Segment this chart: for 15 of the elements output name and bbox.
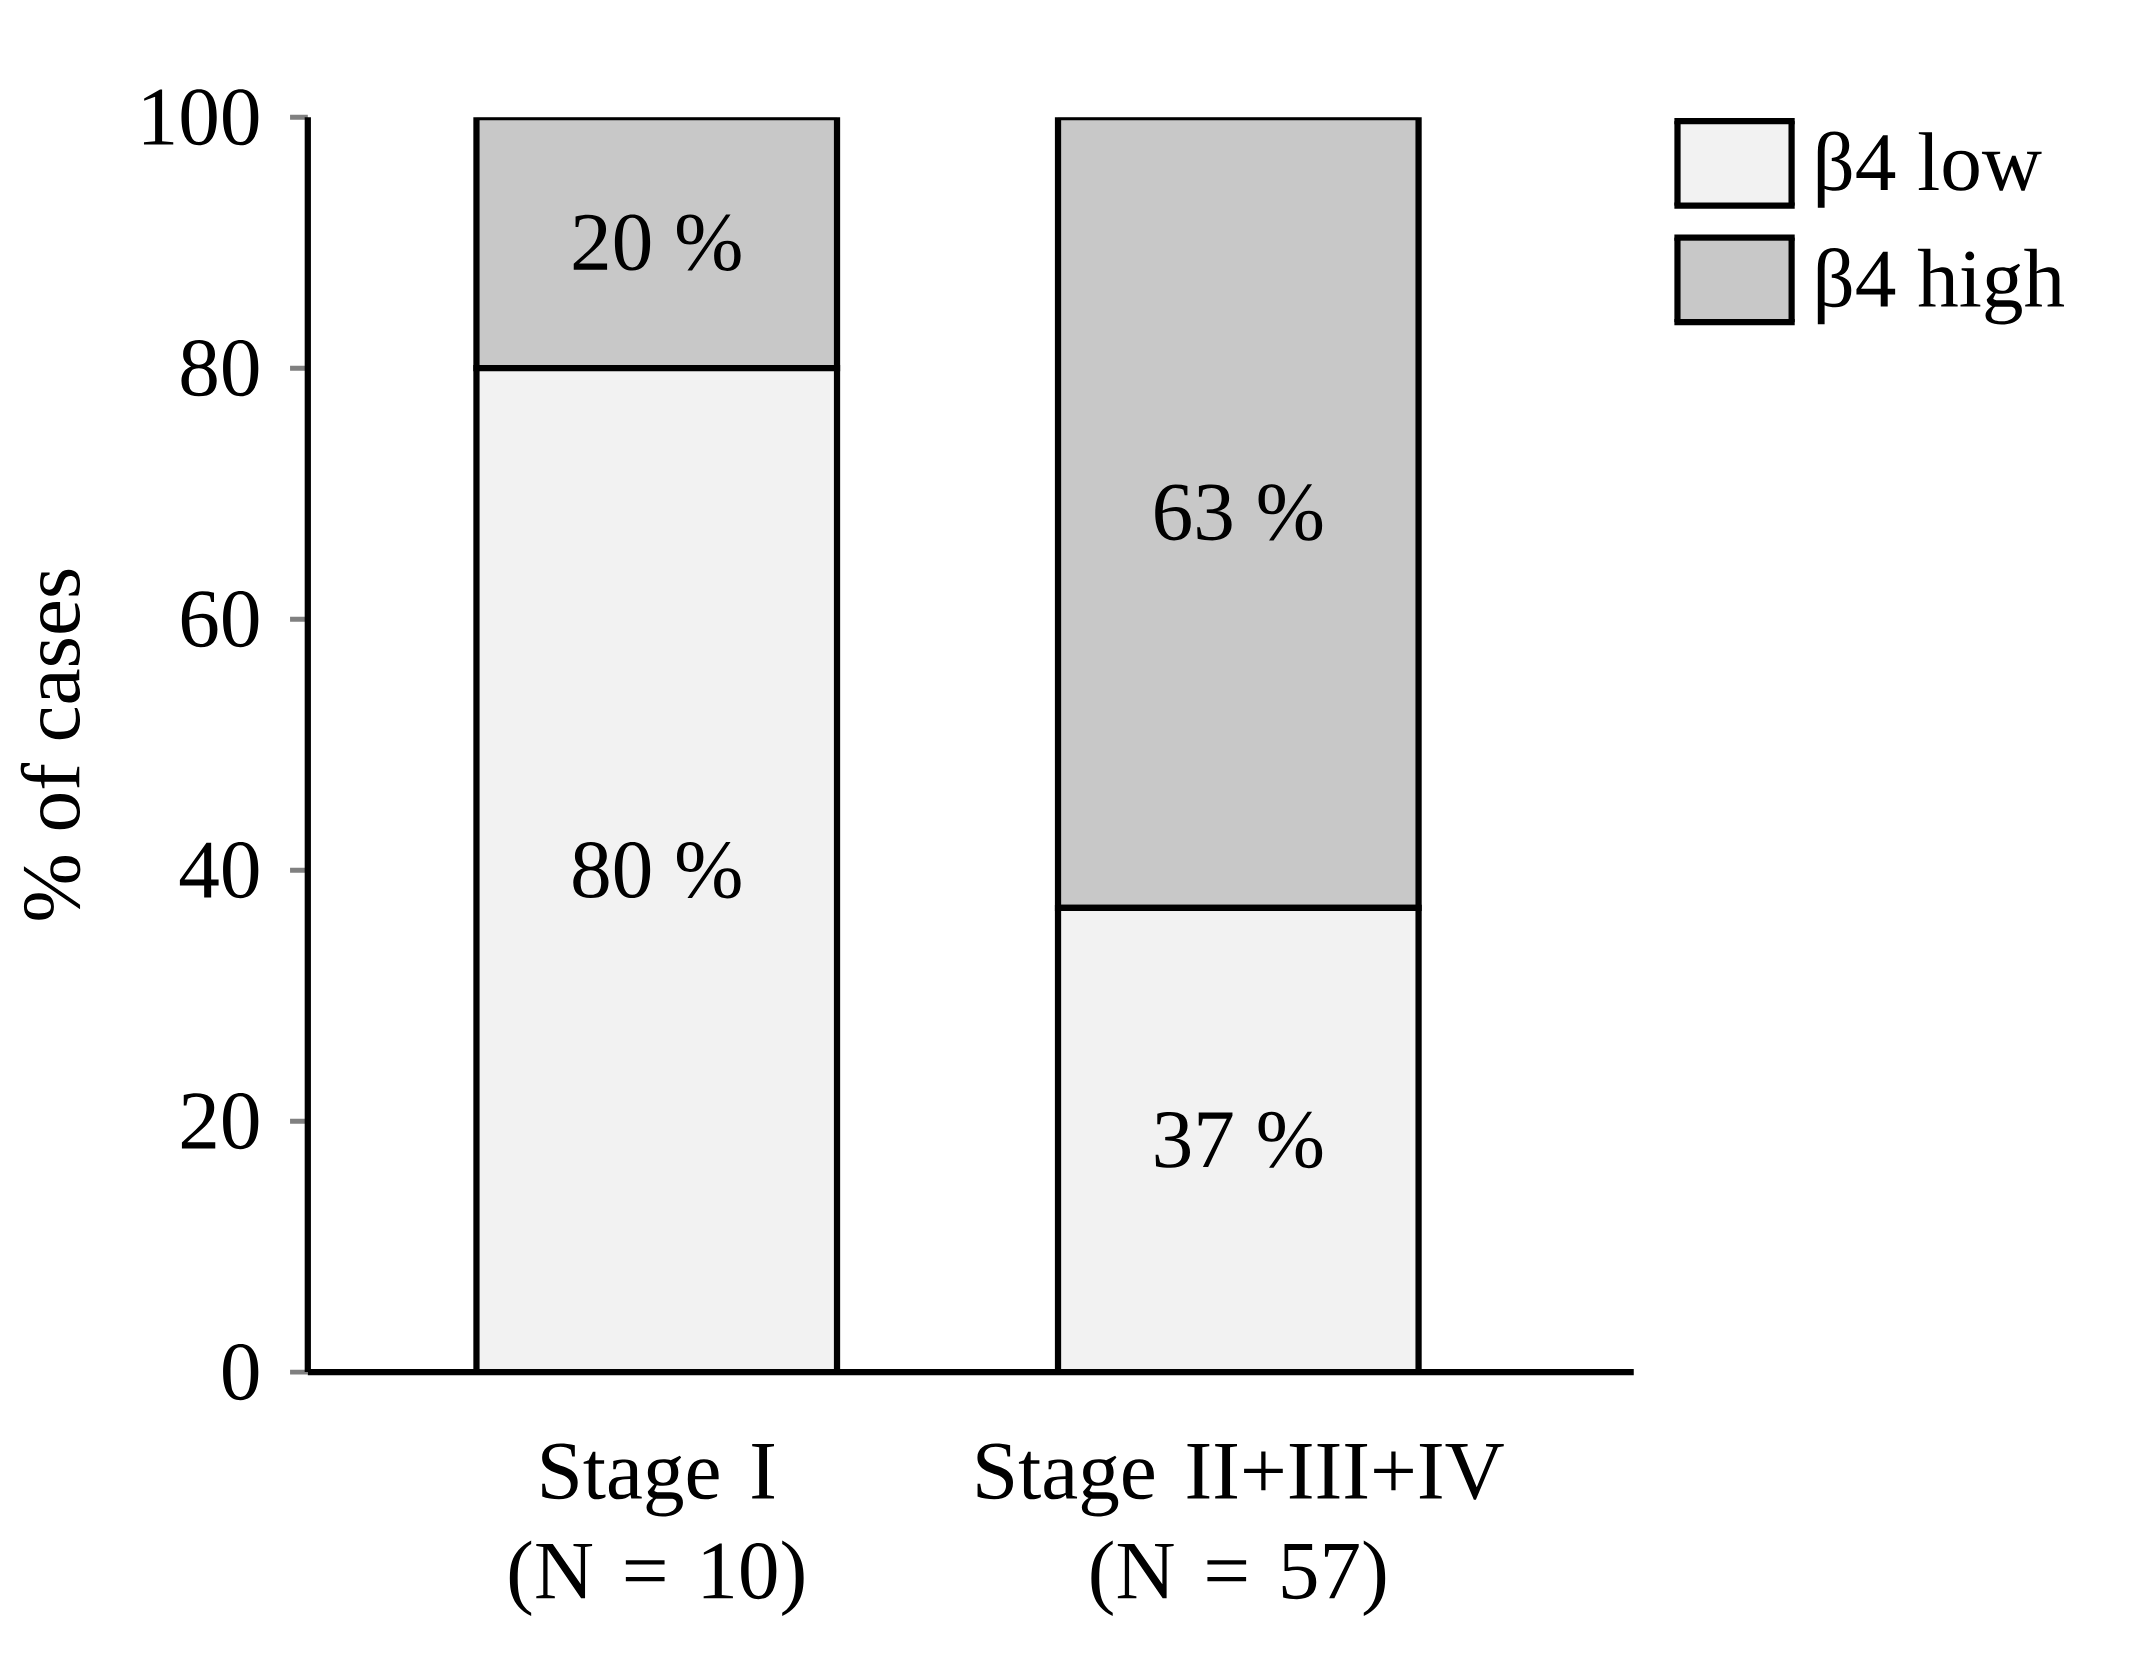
data-label: 63 % xyxy=(1155,484,1323,541)
y-axis-title: % of cases xyxy=(20,569,81,920)
data-label: 80 % xyxy=(573,841,741,899)
x-tick-label: Stage I (N = 10) xyxy=(509,1443,804,1616)
y-tick-label: 100 xyxy=(143,89,259,146)
data-label: 20 % xyxy=(573,214,741,271)
legend-label: β4 high xyxy=(1817,247,2065,325)
y-tick-label: 60 xyxy=(181,590,259,648)
legend-label: β4 low xyxy=(1817,131,2042,208)
y-tick-label: 80 xyxy=(181,339,259,397)
y-tick-label: 20 xyxy=(181,1092,259,1150)
y-tick-label: 40 xyxy=(179,841,259,899)
x-tick-label: Stage II+III+IV (N = 57) xyxy=(977,1443,1504,1616)
y-tick-label: 0 xyxy=(223,1343,259,1401)
data-label: 37 % xyxy=(1155,1111,1323,1169)
